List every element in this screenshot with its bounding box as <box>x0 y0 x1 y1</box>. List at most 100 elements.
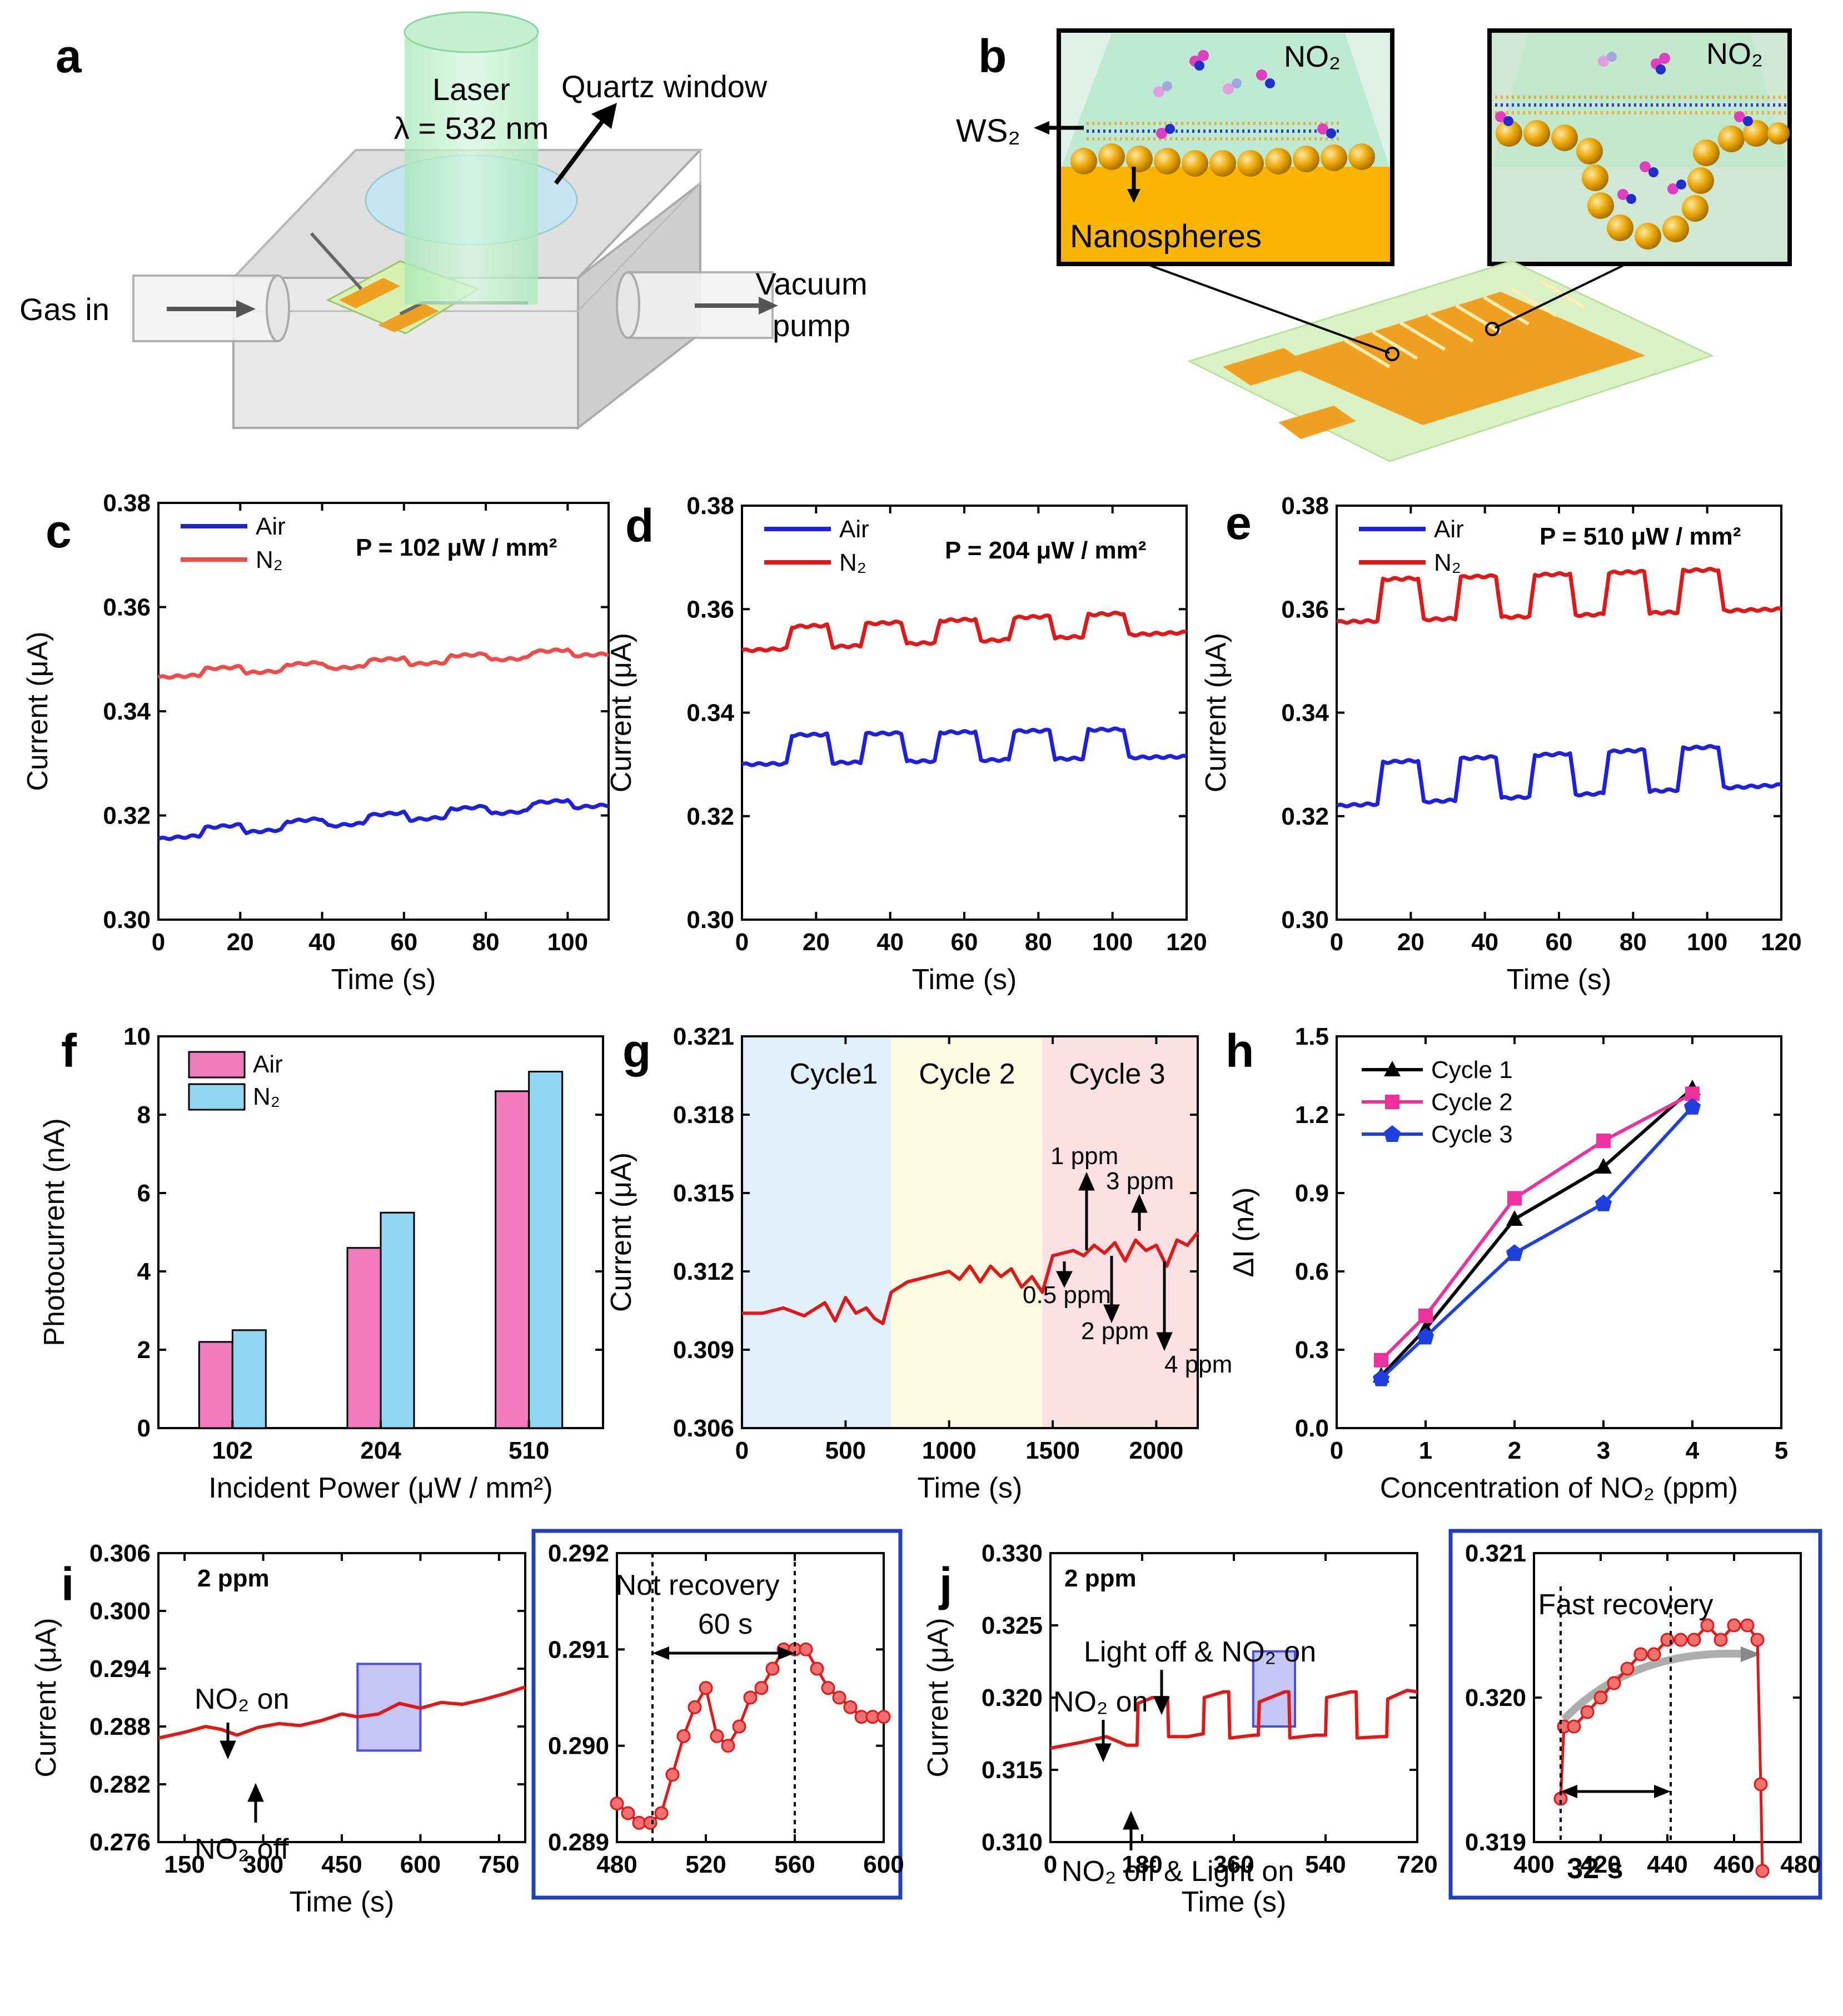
x-tick-label-c: 60 <box>390 929 417 956</box>
legend-label-h: Cycle 2 <box>1431 1089 1513 1116</box>
y-tick-label-i: 0.306 <box>89 1540 151 1567</box>
x-tick-label-h: 0 <box>1330 1437 1343 1464</box>
marker-Cycle 3 <box>1373 1369 1389 1386</box>
nanospheres-label: Nanospheres <box>1070 218 1262 255</box>
ws2-arrowhead <box>1034 121 1049 134</box>
y-tick-label-i-inset: 0.290 <box>548 1733 609 1760</box>
point-j-inset <box>1750 1633 1765 1647</box>
chart-e: 0.30 0.32 0.34 0.36 0.38 0 20 40 60 80 100 120 Time … <box>1200 492 1802 996</box>
annotation-1ppm: 1 ppm <box>1050 1142 1118 1170</box>
cycle-2-label: Cycle 2 <box>919 1058 1015 1090</box>
x-axis-label-c: Time (s) <box>331 964 436 996</box>
point-j-inset <box>1593 1690 1608 1705</box>
no2-molecules-right <box>1495 52 1753 204</box>
point-i-inset <box>821 1681 835 1695</box>
chart-f: 0 2 4 6 8 10 Incident Power (μW / mm²) Photocur… <box>38 1023 604 1504</box>
panel-e-letter: e <box>1226 497 1252 549</box>
x-tick-label-i-inset: 480 <box>596 1851 637 1878</box>
chart-j: 0.310 0.315 0.320 0.325 0.330 0 180 360 540 720 Ti… <box>922 1540 1438 1918</box>
x-tick-label-i: 750 <box>479 1851 519 1878</box>
y-tick-label-i: 0.300 <box>89 1598 151 1625</box>
y-tick-label-h: 1.5 <box>1295 1023 1329 1050</box>
bar-Air-510 <box>495 1090 530 1429</box>
series-i-inset <box>616 1648 884 1824</box>
y-tick-label-g: 0.315 <box>673 1180 734 1207</box>
quartz-arrowhead <box>591 103 617 129</box>
x-tick-label-d: 120 <box>1166 929 1207 956</box>
series-j <box>1050 1689 1418 1750</box>
chart-h: 0.0 0.3 0.6 0.9 1.2 1.5 0 1 2 3 4 5 Concentration of… <box>1228 1023 1788 1504</box>
legend-label-h: Cycle 3 <box>1431 1121 1513 1148</box>
x-axis-label-j: Time (s) <box>1182 1886 1287 1918</box>
ws2-label: WS₂ <box>956 113 1020 149</box>
conc-label-i: 2 ppm <box>197 1565 270 1592</box>
point-i-inset <box>810 1661 824 1676</box>
x-tick-label-c: 40 <box>308 929 336 956</box>
y-axis-label-f: Photocurrent (nA) <box>38 1118 71 1346</box>
marker-Cycle 3 <box>1506 1244 1523 1261</box>
y-tick-label-i-inset: 0.292 <box>548 1540 609 1567</box>
y-tick-label-j: 0.315 <box>982 1756 1043 1784</box>
legend-swatch-f <box>188 1051 246 1079</box>
y-tick-label-c: 0.30 <box>103 906 151 934</box>
marker-Cycle 2 <box>1374 1353 1388 1368</box>
x-tick-label-h: 5 <box>1775 1437 1788 1464</box>
x-tick-label-j: 0 <box>1044 1851 1057 1878</box>
x-tick-label-i: 450 <box>321 1851 362 1878</box>
point-i-inset <box>699 1681 713 1695</box>
x-tick-label-d: 20 <box>803 929 830 956</box>
plot-frame-e <box>1336 505 1782 921</box>
x-tick-label-j-inset: 400 <box>1513 1851 1554 1878</box>
cycle-1-label: Cycle1 <box>790 1058 878 1090</box>
point-j-inset <box>1567 1719 1581 1734</box>
inset-frame-j <box>1448 1529 1822 1900</box>
legend-marker-h <box>1385 1095 1399 1109</box>
y-axis-label-j: Current (μA) <box>922 1618 954 1777</box>
y-tick-label-e: 0.32 <box>1281 803 1329 830</box>
y-tick-label-f: 2 <box>137 1336 151 1364</box>
zoom-line-right <box>1495 265 1623 329</box>
legend-swatch-f <box>188 1083 246 1111</box>
legend-label-e: N₂ <box>1434 549 1461 576</box>
x-axis-label-e: Time (s) <box>1507 964 1612 996</box>
gas-in-tube-end <box>266 275 290 342</box>
point-j-inset <box>1727 1618 1741 1633</box>
light-off-label-j: Light off & NO₂ on <box>1084 1636 1316 1668</box>
series-d-N₂ <box>741 611 1188 653</box>
y-tick-label-h: 0.9 <box>1295 1180 1329 1207</box>
x-tick-label-e: 0 <box>1330 929 1343 956</box>
legend-marker-h <box>1384 1125 1401 1142</box>
laser-beam-top <box>404 11 539 53</box>
trend-arrow-j <box>1561 1649 1751 1722</box>
x-tick-label-c: 0 <box>152 929 165 956</box>
panel-j-letter: j <box>938 1558 952 1610</box>
y-tick-label-d: 0.32 <box>686 803 734 830</box>
laser-wavelength: λ = 532 nm <box>394 111 549 146</box>
point-i-inset <box>754 1681 769 1695</box>
plot-frame-h <box>1336 1035 1782 1429</box>
point-j-inset <box>1607 1676 1621 1690</box>
nanosphere-row-left <box>1070 143 1375 177</box>
y-tick-label-f: 0 <box>137 1415 151 1442</box>
x-tick-label-e: 60 <box>1546 929 1573 956</box>
y-tick-label-i: 0.282 <box>89 1771 151 1798</box>
y-tick-label-e: 0.34 <box>1281 700 1329 727</box>
x-axis-label-h: Concentration of NO₂ (ppm) <box>1380 1472 1738 1504</box>
legend-label-c: N₂ <box>256 546 283 573</box>
vacuum-label-1: Vacuum <box>755 266 867 301</box>
marker-Cycle 1 <box>1595 1158 1612 1174</box>
series-d-Air <box>741 726 1188 767</box>
power-label-c: P = 102 μW / mm² <box>356 534 557 561</box>
point-i-inset <box>732 1719 746 1734</box>
y-tick-label-i: 0.294 <box>89 1655 151 1683</box>
x-axis-label-i: Time (s) <box>290 1886 395 1918</box>
x-tick-label-j: 720 <box>1397 1851 1437 1878</box>
x-tick-label-d: 100 <box>1092 929 1133 956</box>
sensor-electrode <box>378 303 439 332</box>
laser-label: Laser <box>432 72 510 107</box>
marker-Cycle 2 <box>1418 1308 1433 1323</box>
y-axis-label-h: ΔI (nA) <box>1228 1187 1260 1278</box>
x-tick-label-g: 1500 <box>1025 1437 1080 1464</box>
marker-Cycle 1 <box>1506 1210 1523 1226</box>
